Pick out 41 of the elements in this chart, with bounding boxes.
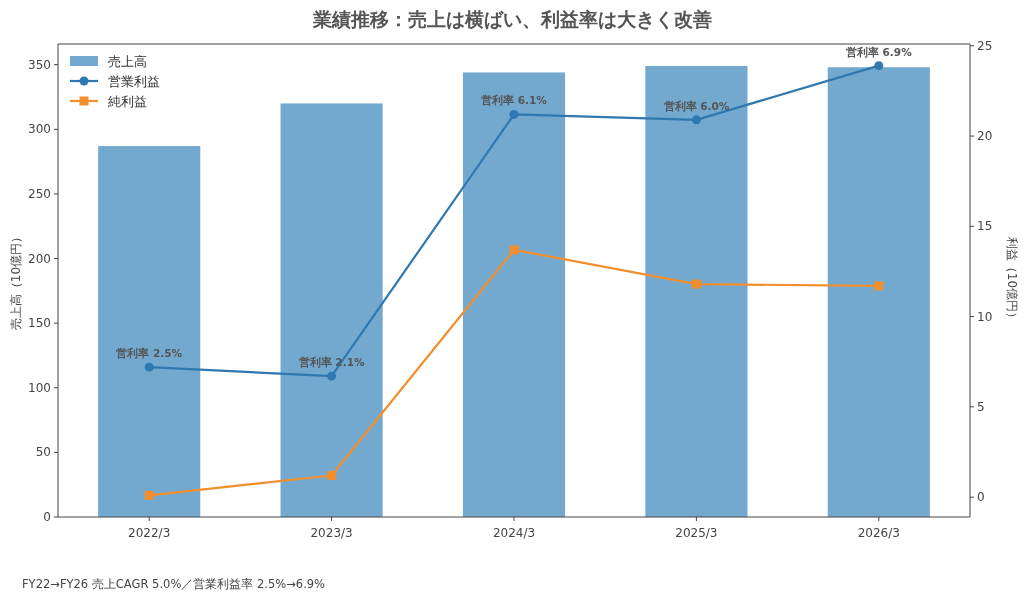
point — [144, 362, 154, 372]
point — [691, 115, 701, 125]
point — [327, 470, 337, 480]
point — [509, 245, 519, 255]
x-tick-label: 2023/3 — [310, 526, 353, 540]
point — [144, 490, 154, 500]
y2-tick-label: 5 — [977, 399, 985, 414]
y2-tick-label: 0 — [977, 490, 985, 505]
point — [691, 279, 701, 289]
x-tick-label: 2022/3 — [128, 526, 171, 540]
y-tick-label: 100 — [28, 380, 51, 395]
point — [874, 61, 884, 71]
point — [874, 281, 884, 291]
data-label: 営利率 6.1% — [481, 94, 548, 107]
y-tick-label: 50 — [35, 445, 51, 460]
point — [327, 371, 337, 381]
data-label: 営利率 2.5% — [116, 347, 183, 360]
y2-tick-label: 25 — [977, 38, 993, 53]
point — [509, 109, 519, 119]
data-label: 営利率 2.1% — [298, 356, 365, 369]
x-tick-label: 2026/3 — [857, 526, 900, 540]
data-label: 営利率 6.9% — [845, 45, 913, 58]
chart-title: 業績推移：売上は横ばい、利益率は大きく改善 — [311, 8, 712, 30]
y-tick-label: 250 — [28, 186, 51, 201]
y-tick-label: 350 — [28, 57, 51, 72]
data-label: 営利率 6.0% — [663, 99, 730, 112]
x-tick-label: 2025/3 — [675, 526, 718, 540]
x-tick-label: 2024/3 — [492, 526, 536, 540]
y-axis-title: 売上高（10億円） — [9, 230, 23, 331]
legend-label: 売上高 — [108, 53, 147, 69]
legend-label: 営業利益 — [108, 73, 160, 89]
text: FY22→FY26 売上CAGR 5.0%／営業利益率 2.5%→6.9% — [22, 577, 326, 591]
y2-tick-label: 15 — [977, 219, 993, 234]
y-tick-label: 300 — [28, 122, 51, 137]
y2-tick-label: 20 — [977, 129, 993, 144]
y-tick-label: 200 — [28, 251, 51, 266]
y-tick-label: 0 — [43, 510, 51, 524]
y2-tick-label: 10 — [977, 309, 993, 324]
y2-axis-title: 利益（10億円） — [1005, 236, 1019, 325]
y-tick-label: 150 — [28, 316, 51, 331]
legend-label: 純利益 — [108, 93, 147, 109]
